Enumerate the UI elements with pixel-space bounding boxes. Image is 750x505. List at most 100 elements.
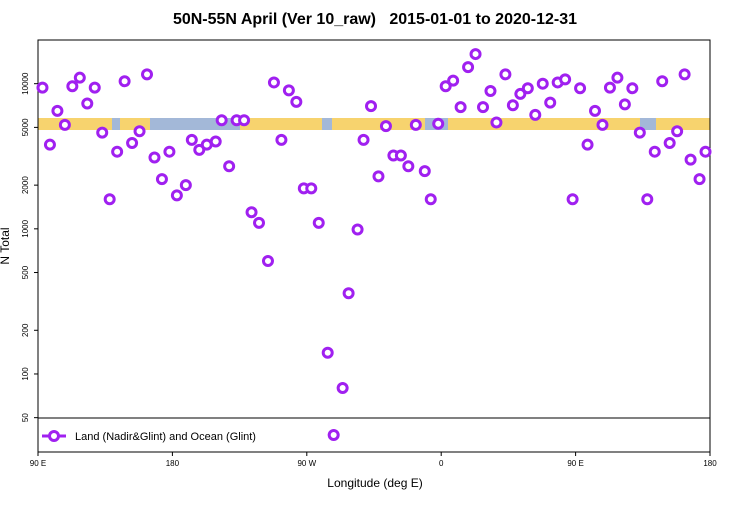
data-point [111,145,124,158]
data-point [357,133,370,146]
data-point [282,84,295,97]
y-tick-label: 2000 [21,176,30,194]
data-point [581,138,594,151]
data-point [321,346,334,359]
data-point [179,179,192,192]
x-tick-label: 0 [439,459,444,468]
data-point [267,76,280,89]
data-point [693,173,706,186]
data-point [66,80,79,93]
data-point [469,48,482,61]
x-tick-label: 90 E [30,459,46,468]
data-point [351,223,364,236]
data-point [342,287,355,300]
data-point [529,108,542,121]
data-point [43,138,56,151]
land-band [448,118,640,130]
data-point [58,118,71,131]
data-point [402,160,415,173]
land-band [656,118,710,130]
data-point [133,125,146,138]
data-point [36,81,49,94]
data-point [514,87,527,100]
data-point [671,125,684,138]
legend-label: Land (Nadir&Glint) and Ocean (Glint) [75,431,256,443]
data-point [141,68,154,81]
data-point [163,145,176,158]
data-point [663,137,676,150]
y-axis-label: N Total [0,227,12,264]
data-point [656,75,669,88]
y-tick-label: 200 [21,323,30,337]
data-point [477,101,490,114]
data-point [209,135,222,148]
data-point [678,68,691,81]
data-point [574,82,587,95]
data-point [633,126,646,139]
y-tick-label: 50 [21,413,30,422]
data-point [394,149,407,162]
data-point [521,82,534,95]
data-point [596,118,609,131]
data-point [126,137,139,150]
data-point [245,206,258,219]
x-axis-label: Longitude (deg E) [327,476,422,490]
land-band [240,118,322,130]
data-point [96,126,109,139]
land-band [332,118,425,130]
data-point [603,81,616,94]
y-tick-label: 100 [21,367,30,381]
data-point [506,99,519,112]
data-point [641,193,654,206]
data-point [379,120,392,133]
x-tick-label: 180 [166,459,180,468]
data-point [170,189,183,202]
data-point [589,104,602,117]
x-tick-label: 90 E [567,459,583,468]
data-point [454,101,467,114]
data-point [684,153,697,166]
data-point [544,96,557,109]
data-point [365,100,378,113]
data-point [626,82,639,95]
legend: Land (Nadir&Glint) and Ocean (Glint) [42,430,256,443]
data-point [439,80,452,93]
data-point [275,133,288,146]
data-point [261,255,274,268]
y-tick-label: 1000 [21,219,30,237]
chart-title: 50N-55N April (Ver 10_raw) 2015-01-01 to… [173,11,577,28]
data-point [73,71,86,84]
data-point [462,61,475,74]
data-point [327,428,340,441]
y-tick-label: 10000 [21,72,30,95]
land-ocean-band [38,118,710,130]
data-point [611,71,624,84]
data-point [648,145,661,158]
data-point [312,216,325,229]
data-point [305,182,318,195]
data-point [409,118,422,131]
x-tick-label: 180 [703,459,717,468]
data-point [238,114,251,127]
data-point [88,81,101,94]
data-point [699,145,712,158]
data-point [155,173,168,186]
data-point [215,114,228,127]
data-point [559,73,572,86]
y-tick-label: 5000 [21,118,30,136]
data-point [424,193,437,206]
data-point [618,98,631,111]
x-tick-label: 90 W [297,459,316,468]
land-band [38,118,112,130]
data-point [51,104,64,117]
data-point [432,117,445,130]
data-point [185,133,198,146]
data-point [372,170,385,183]
data-point [223,160,236,173]
data-point [484,85,497,98]
legend-marker [48,430,60,442]
data-point [447,74,460,87]
data-point [103,193,116,206]
